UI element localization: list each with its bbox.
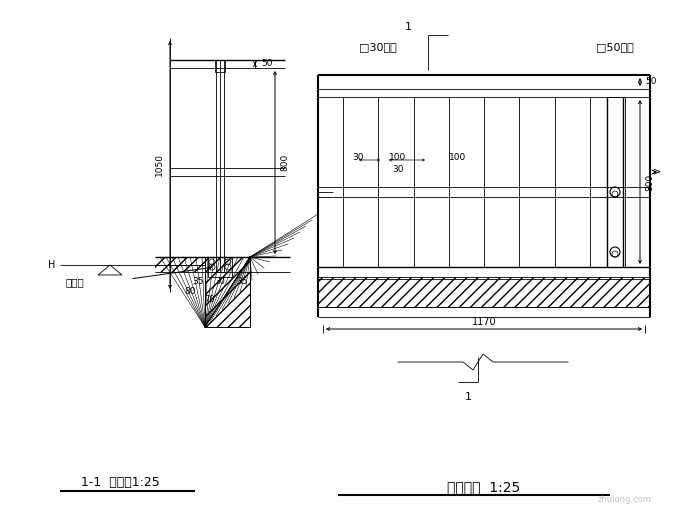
Text: 1170: 1170 <box>472 317 496 327</box>
Text: 室内栏杆  1:25: 室内栏杆 1:25 <box>447 480 521 494</box>
Text: 1: 1 <box>405 22 412 32</box>
Text: H: H <box>48 260 55 270</box>
Text: □30钢管: □30钢管 <box>359 42 397 52</box>
Text: 预埋件: 预埋件 <box>66 277 85 287</box>
Text: 70: 70 <box>204 295 215 303</box>
Bar <box>216 60 224 272</box>
Text: 30: 30 <box>215 278 225 287</box>
Text: zhulong.com: zhulong.com <box>598 496 652 505</box>
Bar <box>155 257 205 272</box>
Text: 100: 100 <box>389 152 407 162</box>
Text: 30: 30 <box>352 152 364 162</box>
Text: 30: 30 <box>392 164 404 173</box>
Bar <box>208 257 232 277</box>
Bar <box>205 257 250 327</box>
Text: 1: 1 <box>465 392 472 402</box>
Text: 1050: 1050 <box>155 153 164 176</box>
Text: 50: 50 <box>261 59 272 68</box>
Text: □50钢管: □50钢管 <box>596 42 634 52</box>
Bar <box>215 60 225 72</box>
Text: 35: 35 <box>193 278 204 287</box>
Bar <box>205 257 250 327</box>
Text: >: > <box>653 167 661 177</box>
Bar <box>318 277 650 307</box>
Bar <box>607 97 623 267</box>
Text: 800: 800 <box>645 173 654 191</box>
Text: 50: 50 <box>645 78 657 87</box>
Text: 800: 800 <box>280 154 289 171</box>
Text: 1-1  剖面图1:25: 1-1 剖面图1:25 <box>80 477 160 489</box>
Text: 80: 80 <box>184 288 196 297</box>
Text: 35: 35 <box>237 278 248 287</box>
Text: 100: 100 <box>449 152 467 162</box>
